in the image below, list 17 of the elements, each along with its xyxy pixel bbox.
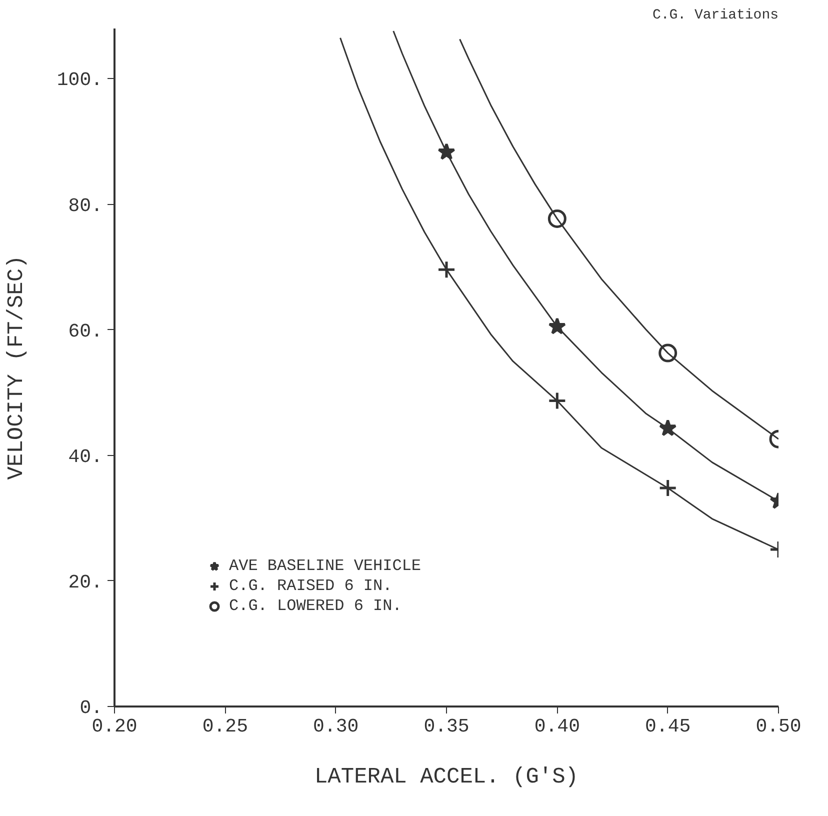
x-tick-label: 0.40 bbox=[534, 716, 580, 738]
legend-label: C.G. LOWERED 6 IN. bbox=[229, 597, 402, 615]
y-tick-label: 100. bbox=[56, 69, 102, 92]
legend-label: C.G. RAISED 6 IN. bbox=[229, 577, 392, 595]
x-tick-label: 0.25 bbox=[202, 716, 248, 738]
x-tick-label: 0.45 bbox=[645, 716, 691, 738]
y-tick-label: 60. bbox=[68, 320, 103, 342]
x-axis-title: LATERAL ACCEL. (G'S) bbox=[314, 764, 579, 790]
y-tick-label: 40. bbox=[68, 446, 103, 468]
x-tick-label: 0.30 bbox=[313, 716, 359, 738]
x-tick-label: 0.50 bbox=[756, 716, 802, 738]
chart-title: C.G. Variations bbox=[652, 8, 779, 24]
y-tick-label: 80. bbox=[68, 194, 103, 217]
y-tick-label: 20. bbox=[68, 571, 103, 594]
y-axis-title: VELOCITY (FT/SEC) bbox=[4, 255, 29, 480]
legend-label: AVE BASELINE VEHICLE bbox=[229, 557, 422, 575]
x-tick-label: 0.35 bbox=[424, 716, 470, 738]
